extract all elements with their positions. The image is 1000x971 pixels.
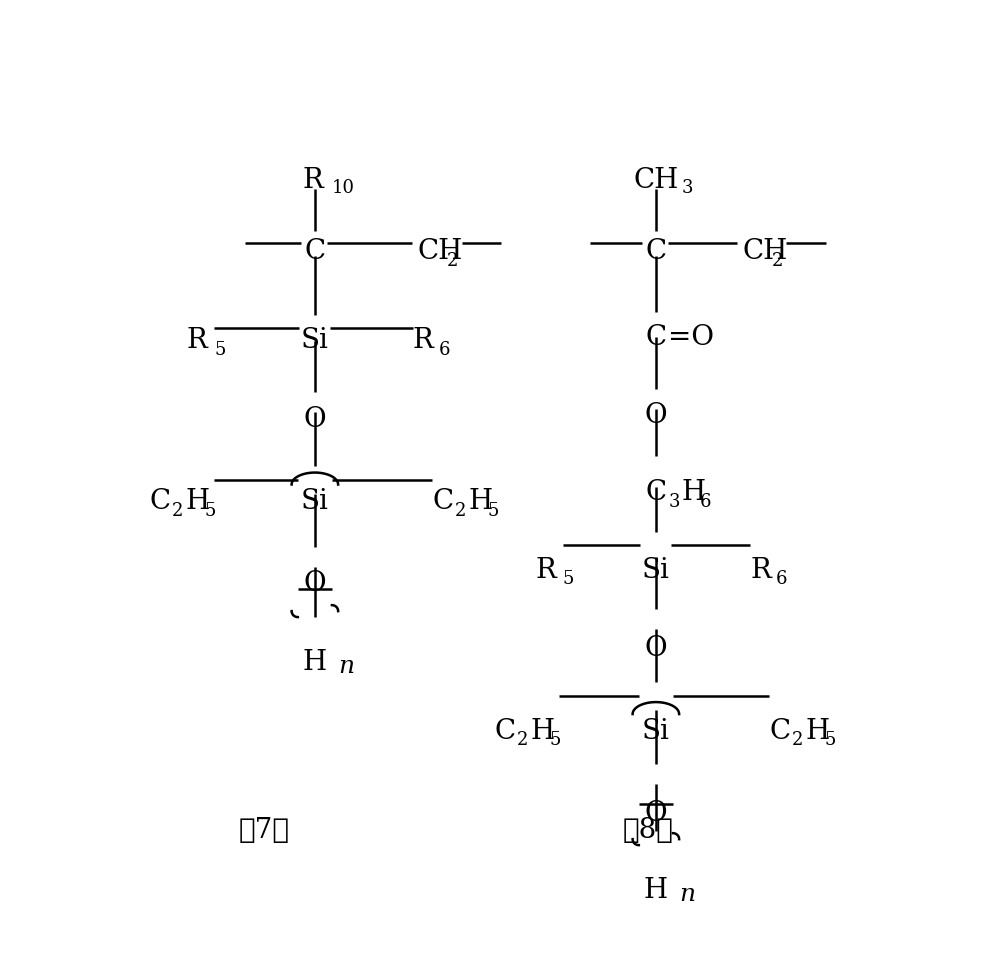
- Text: R: R: [187, 327, 208, 354]
- Text: H: H: [644, 877, 668, 904]
- Text: （7）: （7）: [239, 817, 290, 844]
- Text: 3: 3: [681, 179, 693, 196]
- Text: Si: Si: [301, 488, 329, 515]
- Text: C: C: [494, 718, 515, 745]
- Text: n: n: [679, 883, 695, 906]
- Text: R: R: [413, 327, 434, 354]
- Text: Si: Si: [642, 718, 670, 745]
- Text: CH: CH: [417, 238, 462, 265]
- Text: 2: 2: [517, 731, 529, 749]
- Text: H: H: [468, 488, 492, 515]
- Text: 10: 10: [332, 179, 355, 196]
- Text: 2: 2: [772, 251, 784, 270]
- Text: 6: 6: [776, 570, 788, 588]
- Text: R: R: [750, 556, 771, 584]
- Text: C: C: [149, 488, 170, 515]
- Text: R: R: [303, 167, 324, 193]
- Text: 6: 6: [439, 341, 450, 359]
- Text: 2: 2: [172, 502, 184, 519]
- Text: C: C: [769, 718, 790, 745]
- Text: （8）: （8）: [623, 817, 674, 844]
- Text: C: C: [304, 238, 325, 265]
- Text: 5: 5: [825, 731, 836, 749]
- Text: H: H: [805, 718, 830, 745]
- Text: n: n: [338, 654, 354, 678]
- Text: CH: CH: [633, 167, 678, 193]
- Text: O: O: [304, 570, 326, 597]
- Text: 6: 6: [700, 492, 712, 511]
- Text: CH: CH: [743, 238, 788, 265]
- Text: O: O: [645, 402, 667, 429]
- Text: O: O: [304, 406, 326, 433]
- Text: Si: Si: [301, 327, 329, 354]
- Text: H: H: [530, 718, 554, 745]
- Text: R: R: [535, 556, 556, 584]
- Text: 5: 5: [563, 570, 574, 588]
- Text: C: C: [645, 479, 666, 506]
- Text: 3: 3: [668, 492, 680, 511]
- Text: C: C: [432, 488, 453, 515]
- Text: 2: 2: [455, 502, 467, 519]
- Text: O: O: [645, 635, 667, 662]
- Text: H: H: [303, 649, 327, 676]
- Text: 2: 2: [447, 251, 458, 270]
- Text: O: O: [645, 800, 667, 827]
- Text: C: C: [645, 238, 666, 265]
- Text: 5: 5: [214, 341, 226, 359]
- Text: 5: 5: [205, 502, 216, 519]
- Text: C: C: [645, 323, 666, 351]
- Text: Si: Si: [642, 556, 670, 584]
- Text: H: H: [681, 479, 706, 506]
- Text: 5: 5: [488, 502, 499, 519]
- Text: H: H: [185, 488, 210, 515]
- Text: =O: =O: [668, 323, 714, 351]
- Text: 2: 2: [792, 731, 804, 749]
- Text: 5: 5: [550, 731, 561, 749]
